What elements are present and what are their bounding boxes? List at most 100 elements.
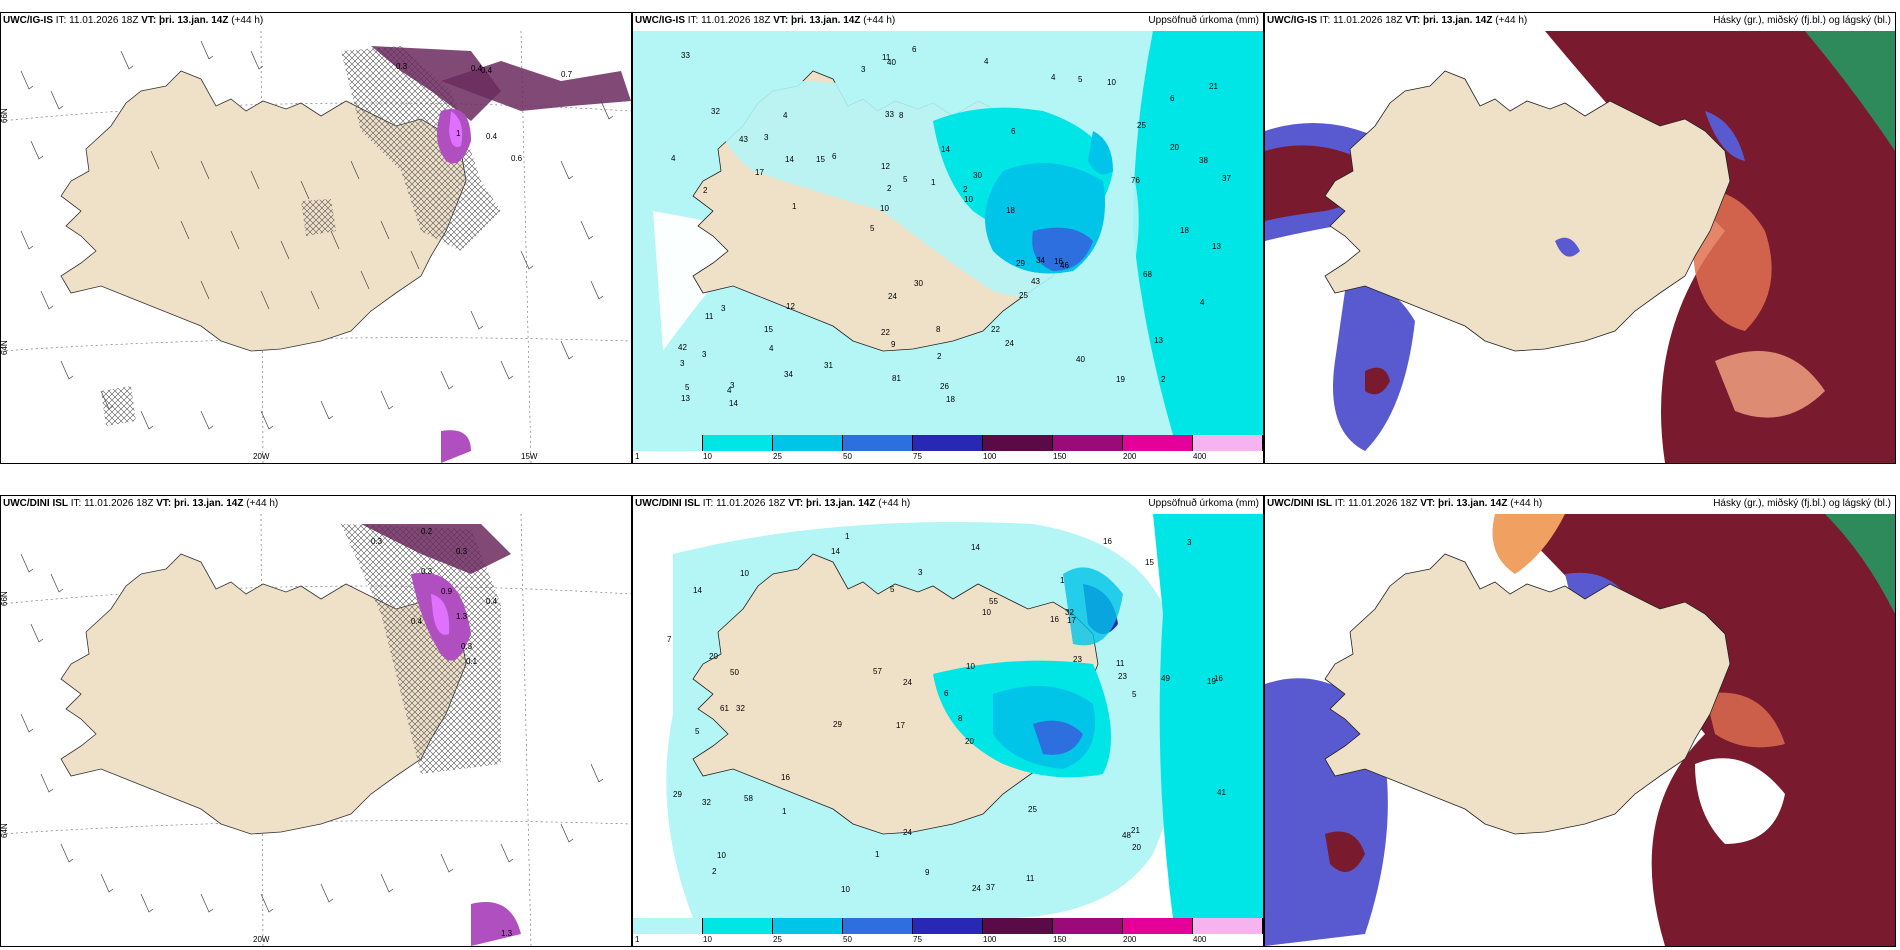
panel-ig-clouds: UWC/IG-IS IT: 11.01.2026 18Z VT: þri. 13… (1264, 12, 1896, 464)
precip-value: 49 (1161, 674, 1170, 683)
precip-value: 32 (711, 107, 720, 116)
precip-value: 37 (1222, 174, 1231, 183)
precip-value: 10 (982, 608, 991, 617)
precip-value: 24 (1005, 339, 1014, 348)
precip-value: 5 (695, 727, 700, 736)
precip-value: 8 (936, 325, 941, 334)
svg-text:20W: 20W (253, 935, 270, 944)
precip-value: 4 (727, 386, 732, 395)
precip-value: 14 (729, 399, 738, 408)
precip-value: 21 (1209, 82, 1218, 91)
precip-value: 2 (1161, 375, 1166, 384)
precip-value: 5 (870, 224, 875, 233)
precip-value: 43 (739, 135, 748, 144)
precip-value: 1 (845, 532, 850, 541)
precip-value: 10 (717, 851, 726, 860)
precip-contours (713, 81, 1139, 298)
precip-value: 15 (764, 325, 773, 334)
precip-value: 1 (1060, 576, 1065, 585)
precip-values: 2265633314363483046324037292010222441219… (671, 45, 1231, 408)
precip-value: 15 (1145, 558, 1154, 567)
precip-value: 21 (1131, 826, 1140, 835)
precip-value: 17 (1067, 616, 1076, 625)
precip-value: 2 (712, 867, 717, 876)
precip-value: 16 (781, 773, 790, 782)
precip-value: 40 (887, 58, 896, 67)
precip-value: 29 (673, 790, 682, 799)
svg-text:64N: 64N (1, 340, 9, 355)
precip-value: 24 (972, 884, 981, 893)
precip-map: 2265633314363483046324037292010222441219… (633, 31, 1263, 435)
svg-text:66N: 66N (1, 591, 9, 606)
precip-value: 32 (736, 704, 745, 713)
precip-value: 12 (786, 302, 795, 311)
panel-dini-precip: UWC/DINI ISL IT: 11.01.2026 18Z VT: þri.… (632, 495, 1264, 947)
precip-value: 17 (896, 721, 905, 730)
svg-text:0.3: 0.3 (456, 547, 468, 556)
precip-value: 3 (918, 568, 923, 577)
svg-text:0.3: 0.3 (461, 642, 473, 651)
svg-text:0.3: 0.3 (371, 537, 383, 546)
precip-value: 1 (875, 850, 880, 859)
svg-text:0.9: 0.9 (441, 587, 453, 596)
panel-header: UWC/DINI ISL IT: 11.01.2026 18Z VT: þri.… (635, 498, 1259, 509)
precip-value: 23 (1073, 655, 1082, 664)
precip-value: 2 (703, 186, 708, 195)
precip-value: 57 (873, 667, 882, 676)
cloud-map (1265, 31, 1895, 463)
precip-value: 14 (941, 145, 950, 154)
precip-value: 32 (702, 798, 711, 807)
wind-barbs-land (150, 150, 420, 310)
precip-value: 3 (721, 304, 726, 313)
precip-value: 2 (937, 352, 942, 361)
panel-ig-wind: UWC/IG-IS IT: 11.01.2026 18Z VT: þri. 13… (0, 12, 632, 464)
precip-value: 3 (764, 133, 769, 142)
precip-value: 16 (1103, 537, 1112, 546)
precip-value: 20 (965, 737, 974, 746)
precip-value: 22 (991, 325, 1000, 334)
precip-value: 20 (709, 652, 718, 661)
precip-value: 31 (824, 361, 833, 370)
precip-value: 25 (1028, 805, 1037, 814)
precip-value: 10 (740, 569, 749, 578)
precip-value: 16 (1050, 615, 1059, 624)
svg-text:15W: 15W (521, 452, 538, 461)
precip-value: 41 (1217, 788, 1226, 797)
precip-value: 2 (887, 184, 892, 193)
panel-dini-wind: UWC/DINI ISL IT: 11.01.2026 18Z VT: þri.… (0, 495, 632, 947)
panel-dini-clouds: UWC/DINI ISL IT: 11.01.2026 18Z VT: þri.… (1264, 495, 1896, 947)
wind-map: 0.3 0.4 0.4 1 0.4 0.6 0.7 66N 64N 20W 15… (1, 31, 631, 463)
precip-value: 16 (1054, 257, 1063, 266)
precip-value: 33 (885, 110, 894, 119)
precip-value: 5 (890, 585, 895, 594)
precip-value: 12 (881, 162, 890, 171)
frost-hatch-areas (101, 46, 501, 426)
precip-value: 7 (667, 635, 672, 644)
precip-colorbar: 1 10 25 50 75 100 150 200 400 (633, 435, 1263, 463)
cloud-map (1265, 514, 1895, 946)
precip-value: 11 (1026, 874, 1035, 883)
svg-text:0.4: 0.4 (486, 132, 498, 141)
precip-value: 11 (705, 312, 714, 321)
precip-value: 42 (678, 343, 687, 352)
precip-value: 11 (1116, 659, 1125, 668)
wind-map: 0.3 0.2 0.3 0.3 0.9 1.3 0.4 0.4 0.3 0.1 … (1, 514, 631, 946)
precip-value: 61 (720, 704, 729, 713)
precip-value: 37 (986, 883, 995, 892)
precip-value: 16 (1214, 674, 1223, 683)
precip-value: 24 (903, 828, 912, 837)
precip-value: 4 (984, 57, 989, 66)
precip-value: 33 (681, 51, 690, 60)
precip-value: 22 (881, 328, 890, 337)
precip-value: 3 (1187, 538, 1192, 547)
precip-value: 11 (882, 53, 891, 62)
precip-value: 29 (1016, 259, 1025, 268)
precip-value: 10 (841, 885, 850, 894)
precip-value: 68 (1143, 270, 1152, 279)
precip-value: 30 (973, 171, 982, 180)
precip-value: 48 (1122, 831, 1131, 840)
precip-value: 3 (702, 350, 707, 359)
precip-value: 38 (1199, 156, 1208, 165)
svg-text:66N: 66N (1, 108, 9, 123)
